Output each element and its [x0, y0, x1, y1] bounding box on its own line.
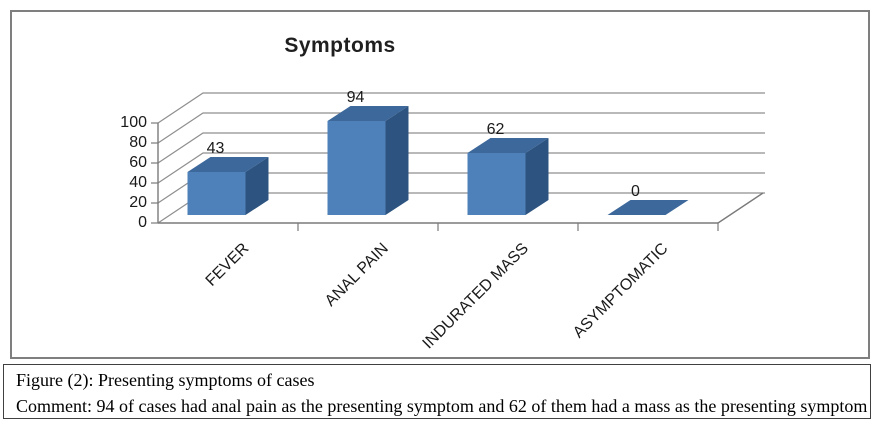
bar-face	[327, 121, 386, 215]
bar-value-label: 43	[206, 140, 225, 157]
bar-value-label: 94	[346, 89, 365, 106]
bar-face	[327, 106, 409, 121]
y-axis-tick-label: 0	[138, 214, 147, 231]
chart-title: Symptoms	[284, 34, 396, 57]
bar-face	[467, 153, 526, 215]
bar-face	[187, 157, 269, 172]
bar-face	[607, 200, 689, 215]
chart-line	[157, 112, 765, 144]
bar-value-label: 62	[486, 121, 505, 138]
y-axis-tick-label: 100	[120, 114, 147, 131]
figure-caption: Figure (2): Presenting symptoms of cases	[16, 370, 315, 390]
chart-line	[157, 152, 765, 184]
y-axis-tick-label: 80	[129, 134, 147, 151]
chart-line	[157, 132, 765, 164]
chart-line	[157, 92, 765, 124]
y-axis-tick-label: 60	[129, 154, 147, 171]
chart-line	[717, 192, 764, 224]
bar-face	[525, 138, 549, 215]
y-axis-tick-label: 20	[129, 194, 147, 211]
bar-face	[187, 172, 246, 215]
bar-face	[385, 106, 409, 215]
bar-face	[245, 157, 269, 215]
chart-area: Symptoms 0 20 40 60 80 100 43 FEVER 94 ANAL PAIN 6…	[10, 10, 870, 359]
y-axis-tick-label: 40	[129, 174, 147, 191]
figure-comment: Comment: 94 of cases had anal pain as th…	[16, 396, 868, 416]
bar-face	[467, 138, 549, 153]
plot-canvas	[151, 92, 765, 231]
bar-value-label: 0	[631, 183, 640, 200]
caption-box: Figure (2): Presenting symptoms of cases…	[3, 364, 871, 419]
